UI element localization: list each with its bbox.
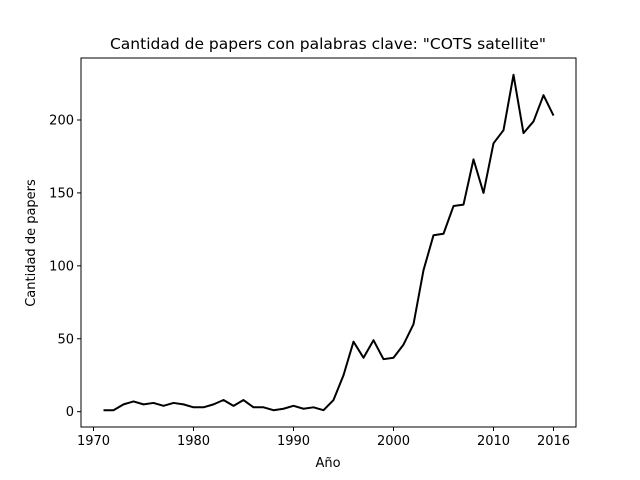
- x-axis-label: Año: [315, 456, 340, 471]
- x-tick-label: 2010: [477, 434, 510, 449]
- x-tick-label: 2000: [377, 434, 410, 449]
- x-tick-label: 1980: [177, 434, 210, 449]
- y-axis-label: Cantidad de papers: [24, 179, 39, 307]
- y-tick-label: 0: [66, 405, 74, 420]
- plot-frame: [80, 57, 577, 428]
- chart-title: Cantidad de papers con palabras clave: "…: [110, 35, 546, 53]
- y-tick-label: 150: [49, 186, 74, 201]
- y-tick-label: 50: [57, 332, 74, 347]
- y-tick-label: 100: [49, 259, 74, 274]
- y-tick-label: 200: [49, 113, 74, 128]
- x-tick-label: 2016: [537, 434, 570, 449]
- x-tick-label: 1970: [77, 434, 110, 449]
- data-line: [103, 73, 555, 412]
- x-tick-label: 1990: [277, 434, 310, 449]
